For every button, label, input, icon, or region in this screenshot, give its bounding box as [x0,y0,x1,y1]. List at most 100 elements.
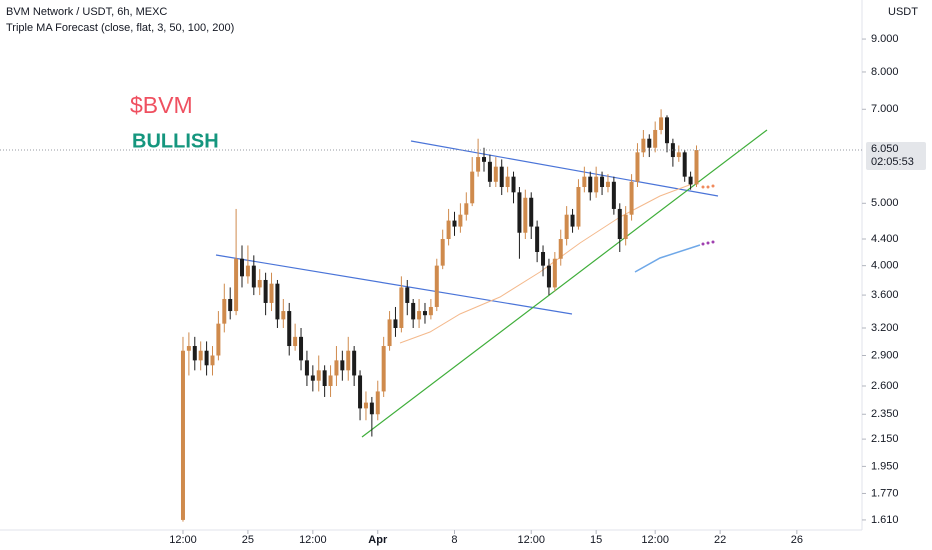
candle-body [605,181,610,188]
candle-body [694,150,699,185]
candle-body [452,220,457,227]
candle-body [511,176,516,193]
candle-body [523,197,528,233]
candle-body [482,157,487,162]
candle-body [210,355,215,366]
countdown: 02:05:53 [871,156,914,168]
candle-body [541,252,546,266]
candle-body [281,311,286,320]
candle-body [192,346,197,361]
last-price-box [866,142,926,171]
y-tick-label: 4.000 [871,260,899,272]
axis-unit: USDT [888,6,918,18]
x-tick-label: Apr [368,534,388,546]
candle-body [198,350,203,361]
candle-body [346,350,351,371]
candle-body [204,350,209,366]
y-tick-label: 4.400 [871,233,899,245]
candle-body [617,208,622,240]
x-tick-label: 15 [590,534,602,546]
candle-body [505,176,510,188]
y-tick-label: 9.000 [871,33,899,45]
ma-line [399,183,693,344]
candle-body [564,214,569,240]
candle-body [216,323,221,356]
y-tick-label: 3.600 [871,289,899,301]
forecast-dots [701,240,715,246]
y-tick-label: 2.350 [871,408,899,420]
candle-body [287,311,292,347]
candle-body [245,265,250,277]
ma-line [634,244,701,273]
candle-body [546,265,551,288]
candle-body [653,129,658,148]
candle-body [664,117,669,144]
candle-body [251,265,256,288]
candle-body [422,311,427,316]
candle-body [588,176,593,193]
candle-body [228,298,233,312]
y-tick-label: 2.900 [871,349,899,361]
last-price-label: 6.050 [871,143,899,155]
x-tick-label: 12:00 [641,534,669,546]
candle-body [440,239,445,266]
candle-body [570,214,575,227]
candle-body [381,346,386,392]
candle-body [369,402,374,415]
candle-body [499,166,504,188]
y-tick-label: 8.000 [871,66,899,78]
y-tick-label: 1.610 [871,514,899,526]
candle-body [470,171,475,204]
candle-body [576,187,581,227]
candle-body [263,279,268,303]
candle-body [240,258,245,277]
candle-body [594,176,599,193]
candle-body [434,265,439,307]
candle-body [334,360,339,376]
support-line [361,129,768,438]
candle-body [428,306,433,316]
candle-body [340,360,345,371]
candle-body [293,336,298,347]
indicator-label: Triple MA Forecast (close, flat, 3, 50, … [6,22,234,34]
candle-body [405,287,410,303]
candle-body [611,181,616,209]
x-tick-label: 25 [242,534,254,546]
candle-body [234,258,239,312]
x-tick-label: 12:00 [517,534,545,546]
candle-body [387,319,392,347]
candle-body [393,319,398,328]
y-tick-label: 1.950 [871,460,899,472]
y-tick-label: 2.150 [871,433,899,445]
annotation: BULLISH [132,130,219,152]
candles [180,109,699,522]
candle-body [180,350,185,520]
x-tick-label: 26 [791,534,803,546]
candle-body [322,370,327,387]
candle-body [363,402,368,409]
candle-body [352,350,357,376]
candle-body [487,161,492,182]
y-tick-label: 7.000 [871,103,899,115]
candle-body [641,138,646,153]
candle-body [659,117,664,130]
candle-body [328,375,333,387]
candle-body [493,166,498,182]
candle-body [411,302,416,320]
candle-body [623,214,628,240]
candle-body [582,176,587,188]
candle-body [458,214,463,227]
candle-body [476,157,481,172]
candle-body [600,176,605,188]
candle-body [535,226,540,253]
candle-body [552,258,557,288]
candle-body [299,336,304,361]
candle-body [629,181,634,215]
y-tick-label: 3.200 [871,322,899,334]
candle-body [375,391,380,415]
candle-body [529,197,534,227]
chart-title: BVM Network / USDT, 6h, MEXC [6,6,167,18]
candle-body [558,239,563,259]
y-tick-label: 1.770 [871,487,899,499]
candle-body [316,370,321,381]
